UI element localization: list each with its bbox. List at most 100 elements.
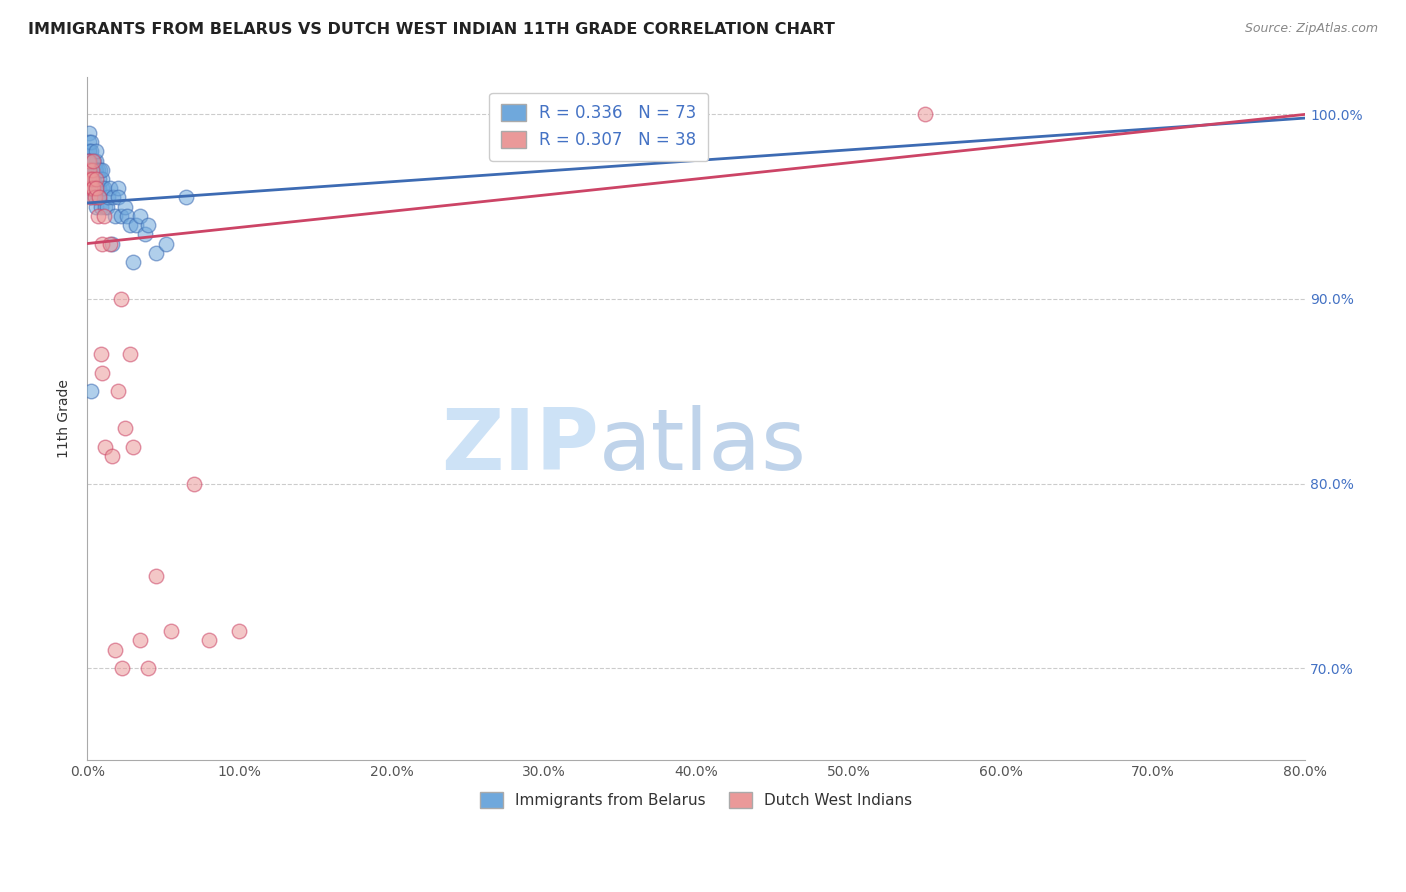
Point: [83, 162, 105, 177]
Point: [94, 440, 117, 454]
Point: [77, 162, 100, 177]
Point: [115, 209, 138, 223]
Point: [97, 190, 120, 204]
Point: [80, 135, 103, 149]
Point: [89, 190, 111, 204]
Point: [91, 162, 114, 177]
Point: [136, 661, 159, 675]
Point: [98, 236, 121, 251]
Point: [89, 172, 111, 186]
Point: [91, 366, 114, 380]
Point: [145, 569, 167, 583]
Point: [79, 181, 101, 195]
Point: [93, 181, 115, 195]
Point: [77, 162, 100, 177]
Point: [80, 153, 103, 168]
Point: [83, 153, 105, 168]
Point: [79, 153, 101, 168]
Point: [90, 200, 112, 214]
Point: [79, 181, 101, 195]
Point: [84, 181, 107, 195]
Point: [121, 255, 143, 269]
Point: [82, 162, 104, 177]
Point: [87, 181, 110, 195]
Point: [91, 236, 114, 251]
Point: [118, 218, 141, 232]
Point: [134, 227, 156, 242]
Point: [82, 172, 104, 186]
Point: [183, 476, 205, 491]
Legend: Immigrants from Belarus, Dutch West Indians: Immigrants from Belarus, Dutch West Indi…: [474, 786, 918, 814]
Point: [83, 172, 105, 186]
Point: [83, 190, 105, 204]
Point: [90, 347, 112, 361]
Point: [79, 162, 101, 177]
Text: atlas: atlas: [599, 405, 807, 488]
Point: [77, 162, 100, 177]
Point: [79, 153, 101, 168]
Point: [77, 153, 100, 168]
Point: [129, 633, 152, 648]
Point: [80, 162, 103, 177]
Point: [77, 153, 100, 168]
Point: [87, 181, 110, 195]
Point: [121, 440, 143, 454]
Point: [93, 209, 115, 223]
Point: [91, 172, 114, 186]
Point: [83, 162, 105, 177]
Point: [107, 384, 129, 399]
Point: [111, 661, 134, 675]
Point: [77, 162, 100, 177]
Point: [198, 633, 221, 648]
Point: [114, 421, 136, 435]
Point: [80, 190, 103, 204]
Point: [110, 292, 132, 306]
Point: [228, 624, 250, 639]
Point: [103, 642, 125, 657]
Point: [174, 190, 197, 204]
Point: [84, 162, 107, 177]
Point: [94, 200, 117, 214]
Text: ZIP: ZIP: [441, 405, 599, 488]
Point: [84, 145, 107, 159]
Point: [84, 153, 107, 168]
Point: [84, 200, 107, 214]
Text: Source: ZipAtlas.com: Source: ZipAtlas.com: [1244, 22, 1378, 36]
Point: [79, 190, 101, 204]
Point: [87, 209, 110, 223]
Point: [82, 162, 104, 177]
Point: [82, 181, 104, 195]
Point: [82, 172, 104, 186]
Point: [77, 135, 100, 149]
Point: [79, 181, 101, 195]
Point: [80, 145, 103, 159]
Point: [89, 190, 111, 204]
Point: [82, 153, 104, 168]
Point: [86, 190, 108, 204]
Point: [84, 172, 107, 186]
Point: [77, 145, 100, 159]
Point: [80, 153, 103, 168]
Point: [160, 624, 183, 639]
Point: [79, 162, 101, 177]
Text: IMMIGRANTS FROM BELARUS VS DUTCH WEST INDIAN 11TH GRADE CORRELATION CHART: IMMIGRANTS FROM BELARUS VS DUTCH WEST IN…: [28, 22, 835, 37]
Point: [110, 209, 132, 223]
Point: [79, 172, 101, 186]
Point: [82, 181, 104, 195]
Point: [107, 190, 129, 204]
Point: [155, 236, 177, 251]
Point: [77, 181, 100, 195]
Point: [136, 218, 159, 232]
Point: [80, 162, 103, 177]
Point: [82, 181, 104, 195]
Point: [98, 181, 121, 195]
Point: [101, 190, 124, 204]
Point: [82, 172, 104, 186]
Point: [77, 126, 100, 140]
Point: [89, 162, 111, 177]
Point: [100, 236, 122, 251]
Point: [77, 172, 100, 186]
Point: [90, 181, 112, 195]
Point: [79, 145, 101, 159]
Point: [96, 200, 118, 214]
